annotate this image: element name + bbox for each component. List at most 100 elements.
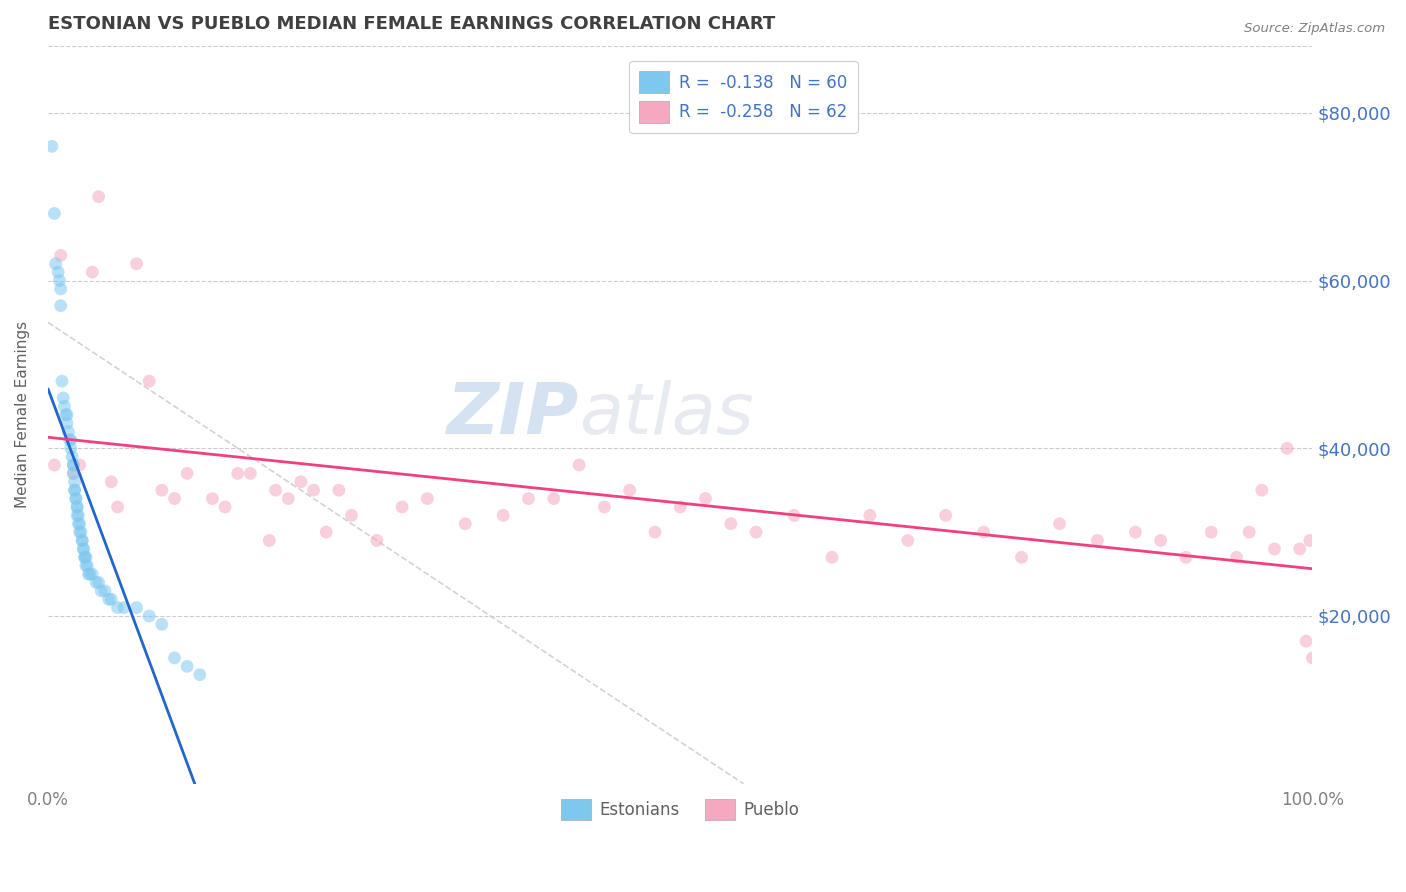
Point — [695, 491, 717, 506]
Point — [150, 483, 173, 498]
Point — [66, 500, 89, 514]
Point — [416, 491, 439, 506]
Point — [1288, 541, 1310, 556]
Point — [62, 458, 84, 472]
Text: atlas: atlas — [579, 380, 754, 450]
Legend: Estonians, Pueblo: Estonians, Pueblo — [554, 792, 806, 827]
Point — [44, 458, 66, 472]
Point — [669, 500, 692, 514]
Point — [58, 425, 80, 439]
Point — [41, 139, 63, 153]
Text: ZIP: ZIP — [447, 380, 579, 450]
Point — [720, 516, 742, 531]
Point — [543, 491, 565, 506]
Point — [1295, 634, 1317, 648]
Point — [56, 408, 79, 422]
Point — [59, 433, 82, 447]
Point — [1299, 533, 1322, 548]
Point — [67, 516, 90, 531]
Point — [1125, 525, 1147, 540]
Point — [63, 475, 86, 489]
Point — [1199, 525, 1222, 540]
Point — [75, 558, 97, 573]
Point — [644, 525, 666, 540]
Point — [897, 533, 920, 548]
Point — [77, 567, 100, 582]
Point — [63, 483, 86, 498]
Point — [66, 508, 89, 523]
Point — [259, 533, 281, 548]
Point — [65, 491, 87, 506]
Point — [90, 583, 112, 598]
Point — [72, 541, 94, 556]
Point — [107, 500, 129, 514]
Point — [1087, 533, 1109, 548]
Point — [58, 433, 80, 447]
Point — [53, 400, 76, 414]
Y-axis label: Median Female Earnings: Median Female Earnings — [15, 321, 30, 508]
Point — [277, 491, 299, 506]
Point — [391, 500, 413, 514]
Point — [1049, 516, 1071, 531]
Point — [62, 467, 84, 481]
Point — [52, 391, 75, 405]
Point — [62, 467, 84, 481]
Point — [138, 374, 160, 388]
Point — [72, 541, 94, 556]
Point — [59, 442, 82, 456]
Point — [315, 525, 337, 540]
Point — [69, 516, 91, 531]
Point — [84, 575, 107, 590]
Point — [66, 500, 89, 514]
Point — [100, 592, 122, 607]
Point — [1150, 533, 1173, 548]
Point — [328, 483, 350, 498]
Point — [49, 248, 72, 262]
Point — [859, 508, 882, 523]
Point — [973, 525, 995, 540]
Point — [239, 467, 262, 481]
Point — [163, 491, 186, 506]
Point — [82, 265, 104, 279]
Point — [745, 525, 768, 540]
Point — [87, 575, 110, 590]
Point — [593, 500, 616, 514]
Point — [73, 550, 96, 565]
Point — [1174, 550, 1197, 565]
Point — [176, 467, 198, 481]
Point — [69, 525, 91, 540]
Point — [97, 592, 120, 607]
Point — [55, 408, 77, 422]
Point — [1250, 483, 1272, 498]
Point — [492, 508, 515, 523]
Point — [56, 416, 79, 430]
Point — [112, 600, 135, 615]
Point — [138, 609, 160, 624]
Point — [517, 491, 540, 506]
Point — [125, 600, 148, 615]
Point — [264, 483, 287, 498]
Point — [70, 525, 93, 540]
Point — [302, 483, 325, 498]
Text: ESTONIAN VS PUEBLO MEDIAN FEMALE EARNINGS CORRELATION CHART: ESTONIAN VS PUEBLO MEDIAN FEMALE EARNING… — [48, 15, 775, 33]
Point — [188, 667, 211, 681]
Point — [1301, 651, 1323, 665]
Point — [1225, 550, 1247, 565]
Point — [226, 467, 249, 481]
Point — [163, 651, 186, 665]
Point — [76, 558, 98, 573]
Point — [87, 189, 110, 203]
Point — [214, 500, 236, 514]
Point — [1237, 525, 1260, 540]
Point — [1263, 541, 1285, 556]
Point — [48, 273, 70, 287]
Point — [821, 550, 844, 565]
Point — [79, 567, 101, 582]
Point — [69, 458, 91, 472]
Point — [73, 550, 96, 565]
Point — [150, 617, 173, 632]
Point — [1275, 442, 1298, 456]
Text: Source: ZipAtlas.com: Source: ZipAtlas.com — [1244, 22, 1385, 36]
Point — [1011, 550, 1033, 565]
Point — [45, 257, 67, 271]
